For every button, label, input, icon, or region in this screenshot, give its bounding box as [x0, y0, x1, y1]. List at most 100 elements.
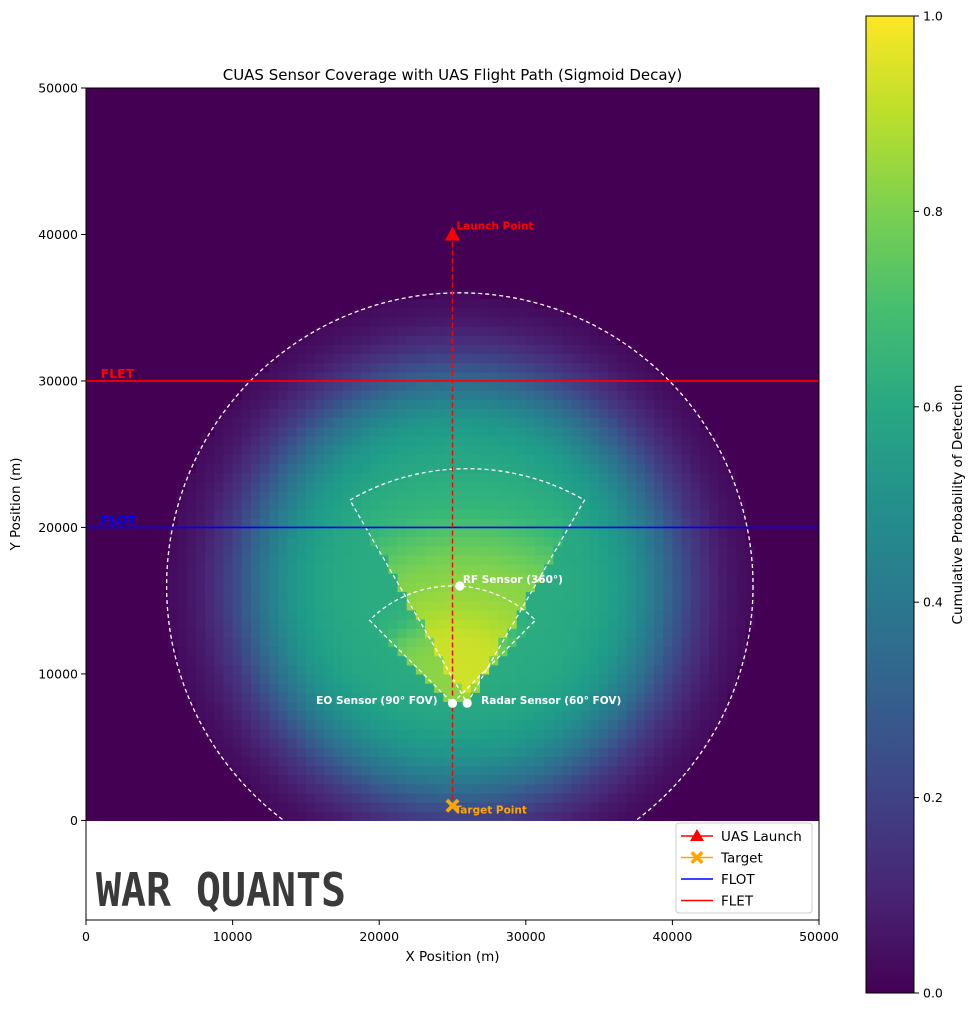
heatmap-cell: [186, 234, 197, 245]
heatmap-cell: [296, 161, 307, 171]
heatmap-cell: [589, 408, 600, 419]
heatmap-cell: [351, 234, 362, 245]
heatmap-cell: [654, 756, 664, 767]
heatmap-cell: [205, 591, 215, 602]
heatmap-cell: [498, 509, 509, 519]
heatmap-cell: [131, 600, 142, 611]
heatmap-cell: [534, 673, 545, 684]
heatmap-cell: [342, 783, 353, 794]
heatmap-cell: [351, 261, 362, 272]
heatmap-cell: [479, 554, 490, 565]
heatmap-cell: [516, 124, 527, 135]
heatmap-cell: [553, 673, 564, 684]
heatmap-cell: [223, 252, 234, 263]
heatmap-cell: [351, 802, 362, 812]
heatmap-cell: [415, 765, 426, 776]
heatmap-cell: [470, 637, 481, 648]
heatmap-cell: [370, 161, 380, 171]
heatmap-cell: [113, 701, 124, 712]
heatmap-cell: [122, 527, 133, 538]
heatmap-cell: [461, 747, 472, 757]
heatmap-cell: [397, 142, 408, 153]
heatmap-cell: [443, 600, 454, 611]
heatmap-cell: [177, 536, 188, 547]
heatmap-cell: [195, 499, 206, 510]
heatmap-cell: [360, 637, 371, 648]
heatmap-cell: [415, 124, 426, 135]
heatmap-cell: [461, 573, 472, 583]
heatmap-cell: [287, 197, 298, 208]
heatmap-cell: [479, 335, 490, 345]
heatmap-cell: [525, 197, 536, 208]
heatmap-cell: [131, 280, 142, 291]
heatmap-cell: [342, 628, 353, 638]
heatmap-cell: [205, 380, 215, 391]
heatmap-cell: [333, 472, 344, 483]
heatmap-cell: [562, 490, 573, 501]
heatmap-cell: [562, 692, 573, 702]
heatmap-cell: [644, 216, 655, 226]
heatmap-cell: [113, 161, 124, 171]
heatmap-cell: [534, 527, 545, 538]
heatmap-cell: [370, 197, 380, 208]
heatmap-cell: [498, 545, 509, 556]
heatmap-cell: [470, 655, 481, 666]
heatmap-cell: [113, 380, 124, 391]
heatmap-cell: [397, 179, 408, 190]
heatmap-cell: [507, 390, 518, 400]
heatmap-cell: [360, 774, 371, 785]
heatmap-cell: [434, 435, 444, 446]
heatmap-cell: [150, 371, 160, 382]
heatmap-cell: [315, 271, 325, 281]
heatmap-cell: [305, 179, 316, 190]
heatmap-cell: [388, 353, 399, 364]
heatmap-cell: [177, 435, 188, 446]
heatmap-cell: [296, 399, 307, 410]
heatmap-cell: [370, 435, 380, 446]
heatmap-cell: [113, 765, 124, 776]
heatmap-cell: [608, 738, 619, 748]
heatmap-cell: [470, 353, 481, 364]
heatmap-cell: [269, 280, 280, 291]
heatmap-cell: [214, 371, 225, 382]
heatmap-cell: [507, 152, 518, 162]
heatmap-cell: [644, 454, 655, 464]
heatmap-cell: [599, 618, 609, 629]
heatmap-cell: [324, 628, 334, 638]
heatmap-cell: [241, 655, 252, 666]
heatmap-cell: [351, 774, 362, 785]
heatmap-cell: [351, 554, 362, 565]
heatmap-cell: [269, 518, 280, 529]
heatmap-cell: [278, 161, 289, 171]
heatmap-cell: [425, 545, 435, 556]
heatmap-cell: [86, 399, 96, 410]
heatmap-cell: [296, 124, 307, 135]
heatmap-cell: [608, 280, 619, 291]
heatmap-cell: [296, 609, 307, 620]
heatmap-cell: [122, 133, 133, 144]
heatmap-cell: [150, 719, 160, 730]
heatmap-cell: [150, 738, 160, 748]
heatmap-cell: [626, 536, 637, 547]
heatmap-cell: [415, 207, 426, 217]
heatmap-cell: [104, 637, 115, 648]
heatmap-cell: [177, 655, 188, 666]
heatmap-cell: [159, 289, 170, 300]
heatmap-cell: [406, 316, 417, 327]
heatmap-cell: [397, 747, 408, 757]
heatmap-cell: [599, 417, 609, 428]
heatmap-cell: [397, 426, 408, 437]
heatmap-cell: [95, 408, 105, 419]
heatmap-cell: [260, 582, 270, 593]
heatmap-cell: [269, 527, 280, 538]
heatmap-cell: [553, 463, 564, 474]
heatmap-cell: [507, 88, 518, 98]
heatmap-cell: [617, 152, 628, 162]
heatmap-cell: [608, 261, 619, 272]
heatmap-cell: [608, 207, 619, 217]
heatmap-cell: [186, 564, 197, 574]
heatmap-cell: [507, 179, 518, 190]
heatmap-cell: [571, 518, 582, 529]
heatmap-cell: [516, 545, 527, 556]
heatmap-cell: [168, 445, 179, 455]
